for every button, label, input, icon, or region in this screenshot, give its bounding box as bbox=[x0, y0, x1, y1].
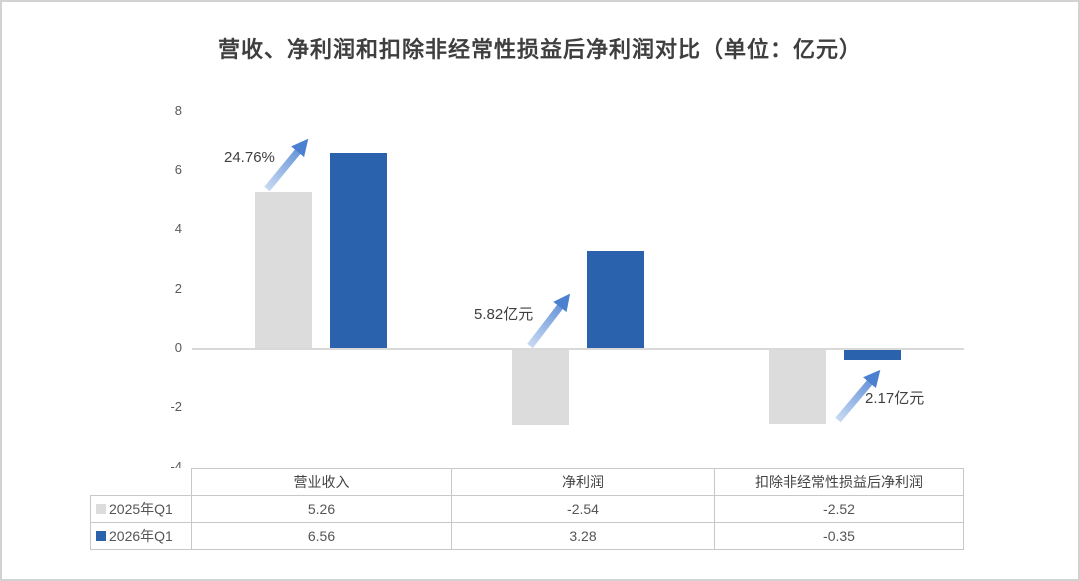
y-axis-tick-label: -4 bbox=[170, 458, 182, 474]
y-axis-tick-label: 4 bbox=[174, 221, 182, 237]
legend-swatch-2025q1 bbox=[96, 504, 106, 514]
annotation-revenue-growth: 24.76% bbox=[224, 149, 275, 166]
column-header-deducted-net-profit: 扣除非经常性损益后净利润 bbox=[715, 468, 964, 496]
table-corner-cell bbox=[90, 468, 192, 496]
zero-axis-line bbox=[192, 348, 964, 350]
table-cell: 3.28 bbox=[452, 523, 715, 550]
column-header-net-profit: 净利润 bbox=[452, 468, 715, 496]
bar-2025q1-net-profit bbox=[511, 349, 569, 425]
legend-label-2026q1: 2026年Q1 bbox=[109, 528, 173, 544]
y-axis-tick-label: 0 bbox=[174, 340, 182, 355]
table-cell: -2.52 bbox=[715, 496, 964, 523]
bar-2026q1-deducted-net-profit bbox=[844, 349, 902, 360]
bar-2025q1-revenue bbox=[254, 191, 312, 348]
growth-arrow-net-profit bbox=[527, 293, 571, 349]
annotation-net-profit-improvement: 5.82亿元 bbox=[474, 306, 534, 323]
bar-2026q1-net-profit bbox=[586, 250, 644, 348]
legend-item-2025q1: 2025年Q1 bbox=[90, 496, 192, 523]
y-axis-tick-label: 2 bbox=[174, 280, 182, 296]
y-axis-tick-label: -2 bbox=[170, 399, 182, 415]
bar-2025q1-deducted-net-profit bbox=[769, 349, 827, 425]
bar-2026q1-revenue bbox=[329, 153, 387, 348]
y-axis-tick-label: 8 bbox=[174, 102, 182, 118]
legend-item-2026q1: 2026年Q1 bbox=[90, 523, 192, 550]
table-cell: -0.35 bbox=[715, 523, 964, 550]
table-cell: 5.26 bbox=[192, 496, 452, 523]
data-table: 营业收入 净利润 扣除非经常性损益后净利润 2025年Q1 5.26 -2.54… bbox=[90, 468, 964, 550]
chart-title: 营收、净利润和扣除非经常性损益后净利润对比（单位：亿元） bbox=[217, 37, 862, 62]
legend-label-2025q1: 2025年Q1 bbox=[109, 501, 173, 517]
column-header-revenue: 营业收入 bbox=[192, 468, 452, 496]
table-cell: 6.56 bbox=[192, 523, 452, 550]
table-cell: -2.54 bbox=[452, 496, 715, 523]
y-axis-tick-label: 6 bbox=[174, 161, 182, 177]
legend-swatch-2026q1 bbox=[96, 531, 106, 541]
annotation-deducted-net-profit-improvement: 2.17亿元 bbox=[865, 390, 925, 407]
